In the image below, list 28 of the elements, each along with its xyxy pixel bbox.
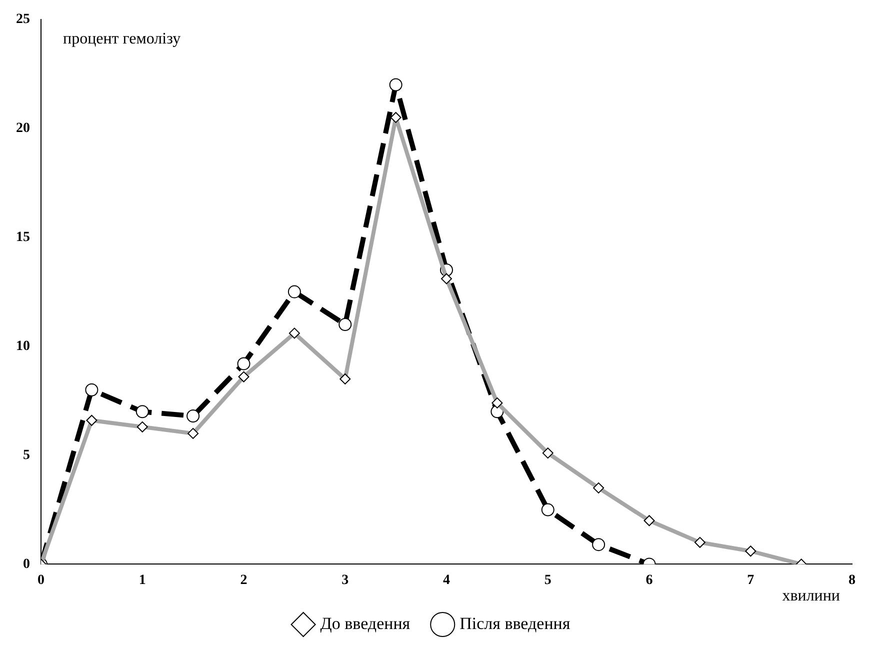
y-tick-label: 20 — [16, 120, 30, 136]
x-tick-label: 4 — [443, 573, 450, 588]
legend-label: До введення — [320, 614, 410, 633]
y-tick-label: 5 — [23, 448, 30, 463]
point — [338, 318, 352, 331]
y-axis-title: процент гемолізу — [63, 30, 181, 48]
point — [136, 405, 149, 418]
y-tick-label: 10 — [16, 338, 30, 354]
x-tick-label: 6 — [646, 573, 653, 588]
x-tick-label: 5 — [544, 573, 552, 588]
point — [288, 285, 301, 298]
point — [592, 538, 606, 552]
point — [85, 383, 98, 396]
point — [541, 503, 554, 516]
x-tick-label: 7 — [747, 573, 754, 588]
point — [186, 410, 200, 423]
legend-label: Після введення — [460, 614, 570, 633]
x-tick-label: 0 — [38, 573, 44, 588]
y-tick-label: 25 — [16, 12, 30, 28]
x-tick-label: 1 — [138, 573, 146, 588]
x-tick-label: 8 — [848, 573, 856, 588]
point — [389, 78, 402, 92]
y-tick-label: 15 — [16, 230, 30, 245]
point — [237, 357, 250, 370]
x-tick-label: 3 — [342, 573, 349, 588]
y-tick-label: 0 — [23, 556, 30, 572]
x-axis-title: хвилини — [782, 587, 840, 604]
x-tick-label: 2 — [240, 573, 248, 588]
